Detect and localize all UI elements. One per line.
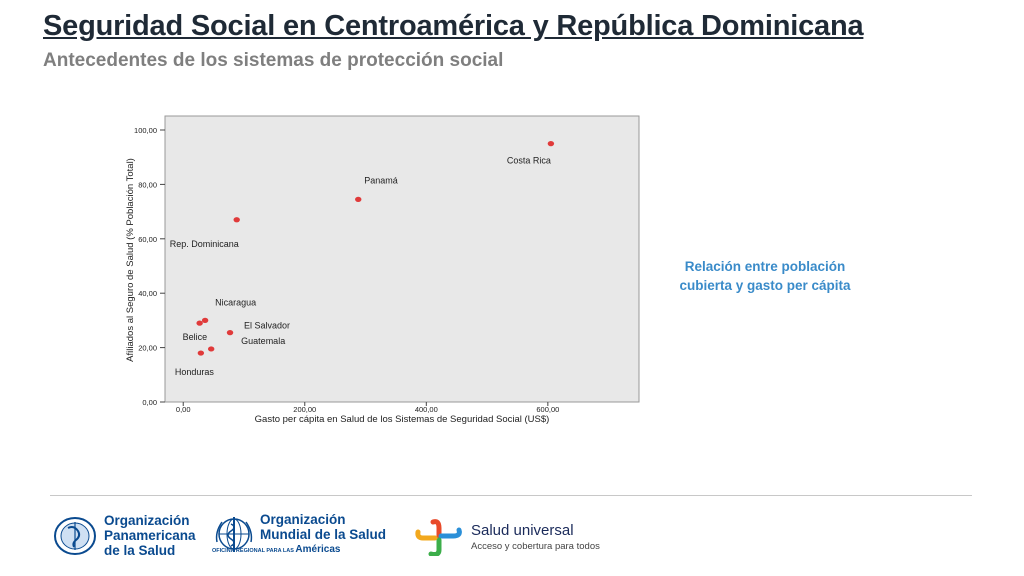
data-point <box>207 346 215 352</box>
point-label: Costa Rica <box>507 156 551 166</box>
paho-emblem-icon <box>54 516 96 555</box>
y-tick-label: 80,00 <box>138 180 157 189</box>
su-subtitle: Acceso y cobertura para todos <box>471 541 600 552</box>
point-label: Rep. Dominicana <box>170 239 239 249</box>
x-tick-label: 0,00 <box>176 405 191 414</box>
y-tick-label: 100,00 <box>134 126 157 135</box>
axes: 0,00 20,00 40,00 60,00 80,00 100,00 0,00 200,00… <box>134 126 559 414</box>
data-point <box>197 350 205 356</box>
point-label: Belice <box>183 332 208 342</box>
y-tick-label: 0,00 <box>142 398 157 407</box>
point-label: Guatemala <box>241 336 285 346</box>
chart-note: Relación entre población cubierta y gast… <box>660 257 870 295</box>
su-title: Salud universal <box>471 522 574 539</box>
colorful-cross-icon <box>415 519 462 556</box>
footer-divider <box>50 495 972 496</box>
x-axis-label: Gasto per cápita en Salud de los Sistema… <box>255 414 550 425</box>
who-sub-big: Américas <box>295 544 341 555</box>
who-logo: Organización Mundial de la Salud OFICINA… <box>212 512 386 555</box>
note-line-2: cubierta y gasto per cápita <box>679 278 851 293</box>
data-point <box>547 141 555 147</box>
who-sub-small: OFICINA REGIONAL PARA LAS <box>212 548 294 554</box>
x-tick-label: 400,00 <box>415 405 438 414</box>
point-label: Panamá <box>364 175 398 185</box>
x-tick-label: 200,00 <box>293 405 316 414</box>
who-line-1: Organización <box>260 512 346 527</box>
y-tick-label: 20,00 <box>138 344 157 353</box>
data-point <box>201 317 209 323</box>
paho-line-3: de la Salud <box>104 543 176 558</box>
point-label: Nicaragua <box>215 297 256 307</box>
paho-line-1: Organización <box>104 513 190 528</box>
paho-line-2: Panamericana <box>104 528 196 543</box>
page-subtitle: Antecedentes de los sistemas de protecci… <box>43 50 504 71</box>
who-line-2: Mundial de la Salud <box>260 527 387 542</box>
who-emblem-icon <box>215 516 253 552</box>
plot-area <box>164 115 640 403</box>
page-title: Seguridad Social en Centroamérica y Repú… <box>43 10 864 42</box>
point-label: Honduras <box>175 367 215 377</box>
point-label: El Salvador <box>244 321 290 331</box>
x-tick-label: 600,00 <box>536 405 559 414</box>
paho-logo: Organización Panamericana de la Salud <box>52 513 196 558</box>
data-point <box>233 217 240 223</box>
y-tick-label: 60,00 <box>138 235 157 244</box>
data-point <box>226 330 234 336</box>
data-point <box>196 320 203 326</box>
y-axis-label: Afiliados al Seguro de Salud (% Població… <box>125 158 136 362</box>
y-tick-label: 40,00 <box>138 289 157 298</box>
data-point <box>355 196 362 202</box>
data-points: Costa Rica Panamá Rep. Dominicana Nicaragua… <box>170 141 555 377</box>
salud-universal-logo: Salud universal Acceso y cobertura para … <box>415 518 600 556</box>
note-line-1: Relación entre población <box>684 259 846 274</box>
